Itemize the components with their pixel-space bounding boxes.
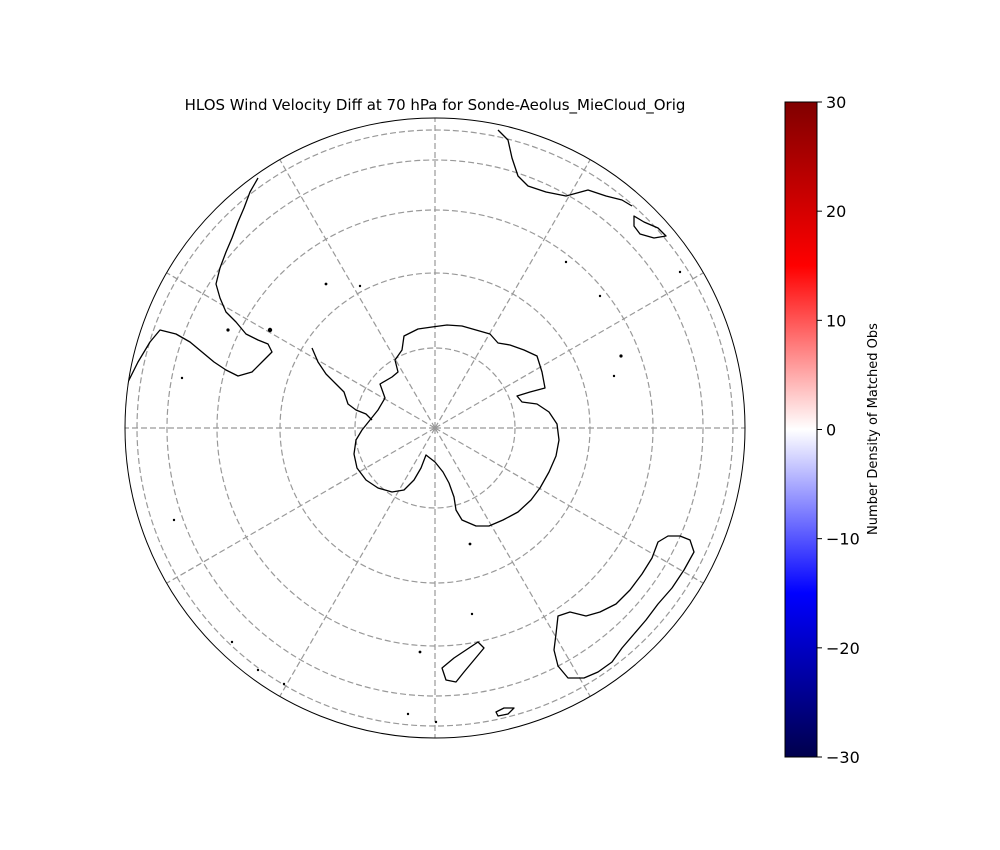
colorbar-tick-label: 20 [826,202,846,221]
small-islands [172,260,682,724]
colorbar-tick-label: −20 [826,639,860,658]
colorbar-tick-label: 30 [826,93,846,112]
colorbar-tick-label: 10 [826,311,846,330]
island-coastline [495,707,515,717]
antarctica-coastline [353,324,560,527]
new-zealand-coastline [441,641,485,683]
colorbar-label: Number Density of Matched Obs [866,323,881,535]
colorbar-tick-label: −30 [826,748,860,767]
colorbar-tick-label: 0 [826,421,836,440]
south-america-coastline [127,177,273,383]
colorbar-ticks: 30 20 10 0 −10 −20 −30 [817,93,860,767]
australia-coastline [553,535,695,679]
africa-coastline [497,129,633,207]
colorbar-tick-label: −10 [826,530,860,549]
plot-title: HLOS Wind Velocity Diff at 70 hPa for So… [184,96,686,114]
antarctic-peninsula-coastline [311,347,373,421]
map-boundary [124,117,746,739]
madagascar-coastline [633,215,667,239]
colorbar-gradient [784,101,818,758]
longitude-gridlines [125,118,745,738]
